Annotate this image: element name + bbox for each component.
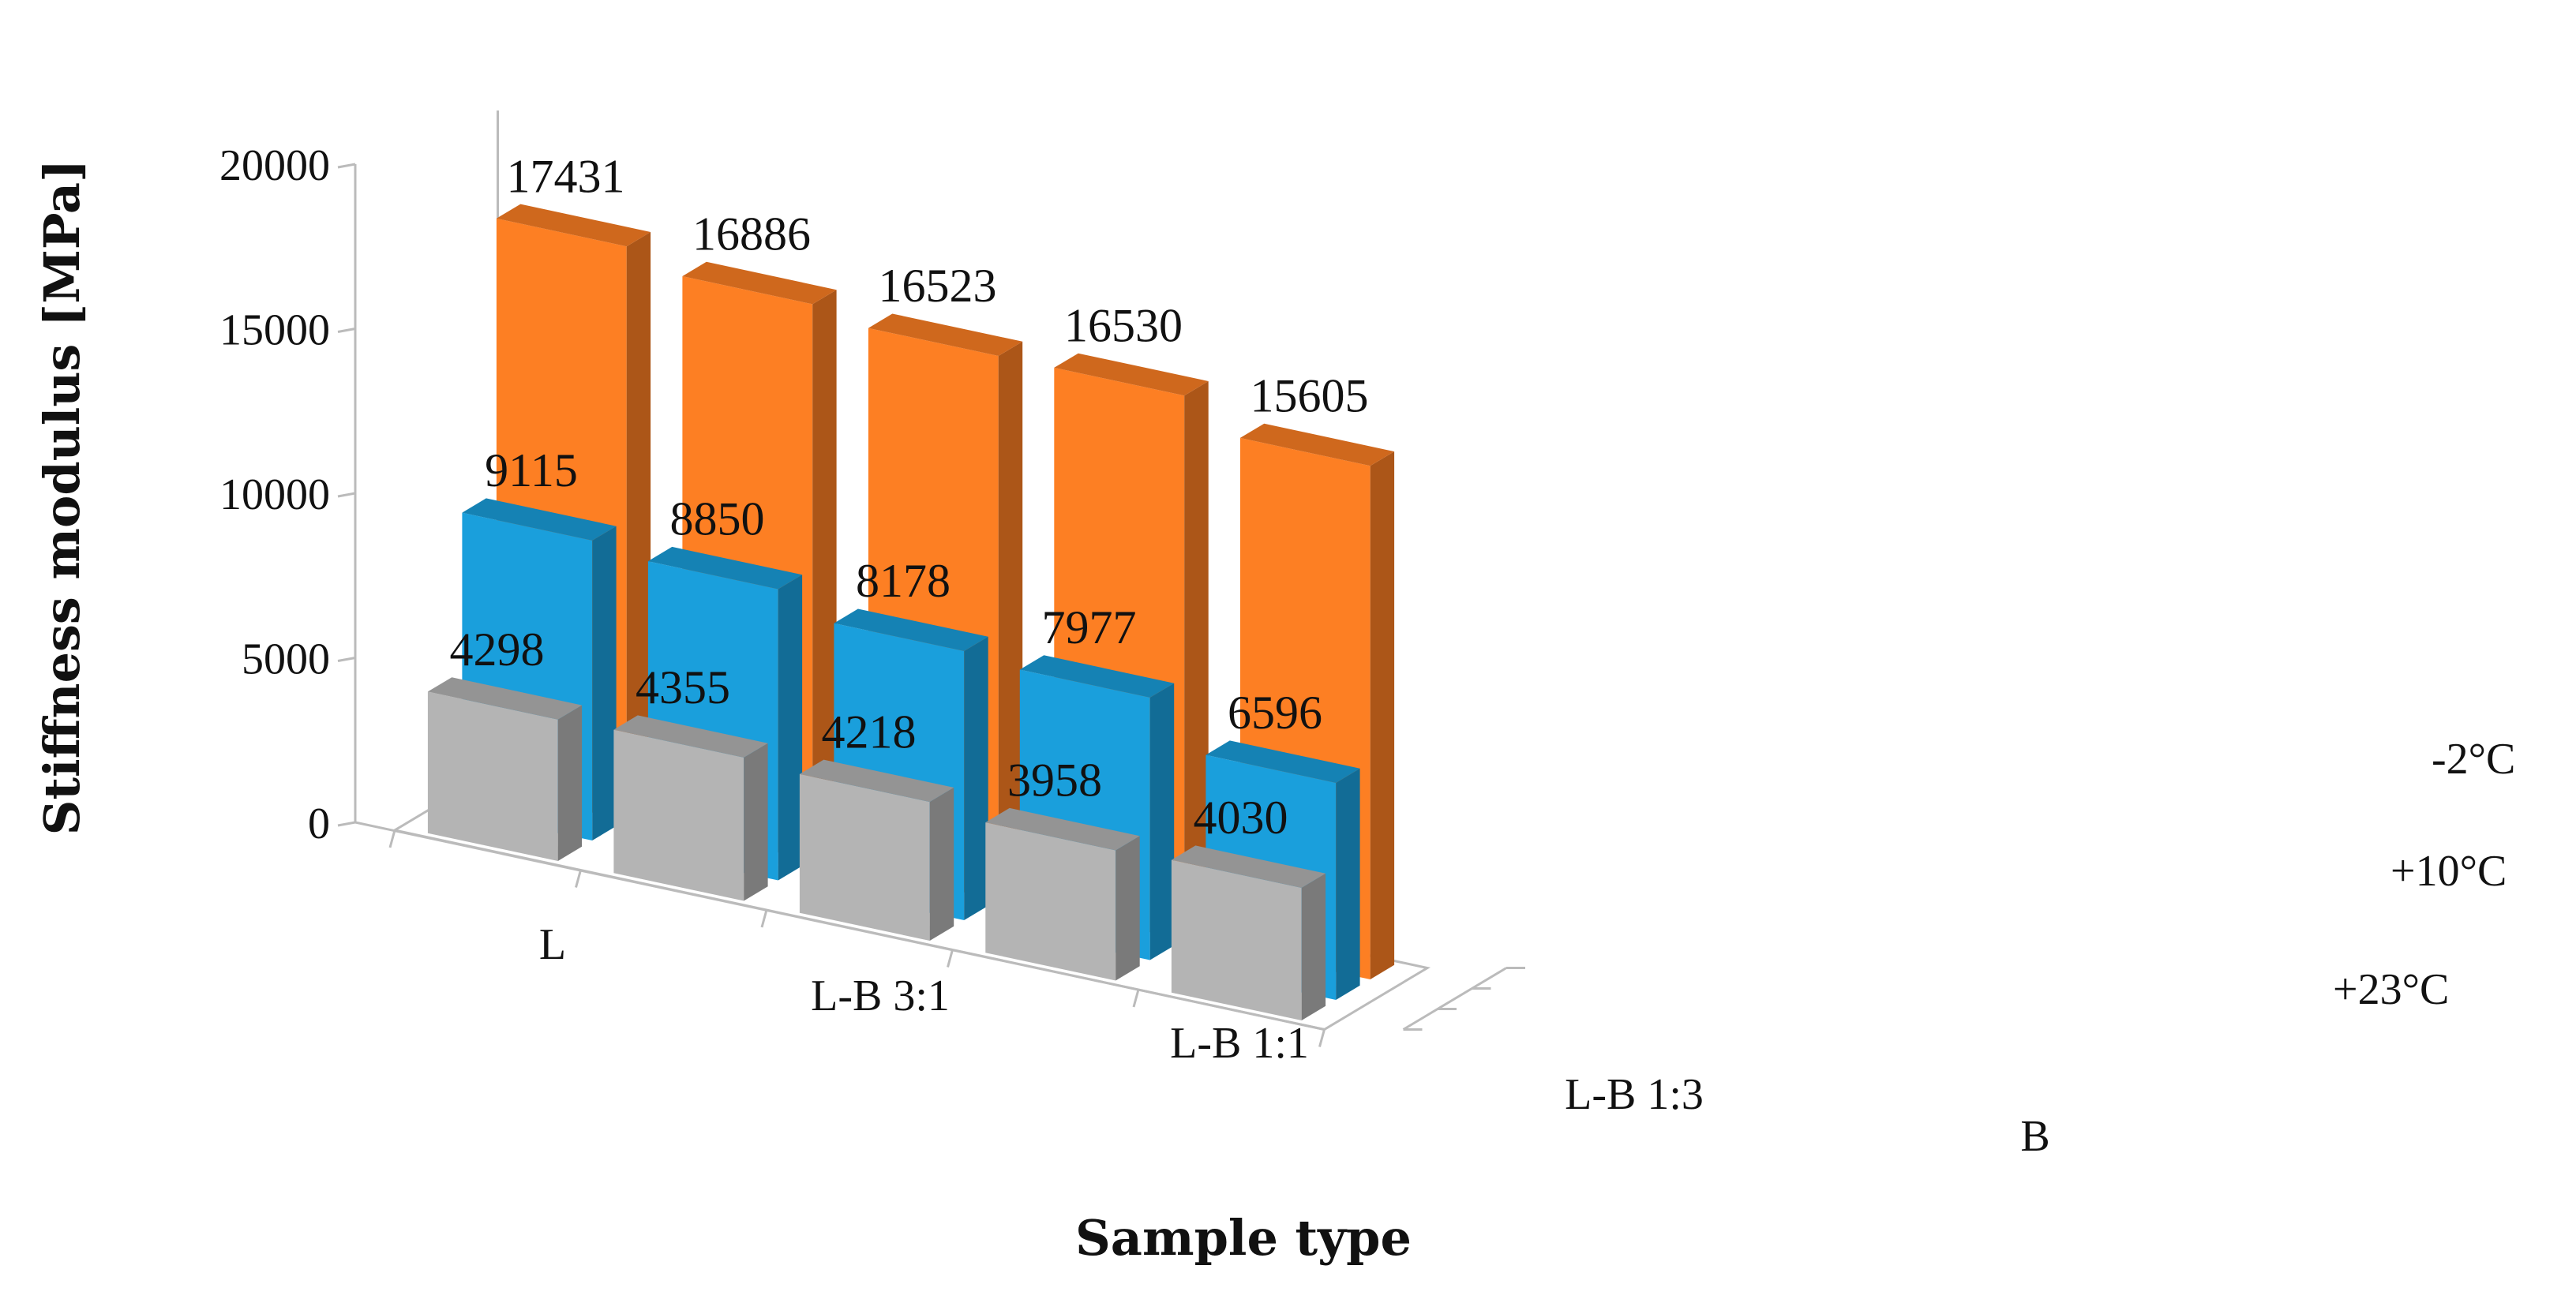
y-tick-label: 5000 — [242, 635, 330, 684]
bar-side-face — [812, 290, 837, 860]
bar-side-face — [1301, 873, 1326, 1020]
bar-side-face — [778, 575, 803, 881]
data-label: 16523 — [879, 260, 997, 312]
data-label: 4355 — [636, 661, 730, 713]
y-tick-label: 15000 — [219, 306, 330, 355]
bar-front-face — [427, 691, 558, 861]
bar-top-face — [1206, 740, 1360, 783]
x-tick-mark — [388, 829, 396, 848]
bar-front-face — [1171, 859, 1302, 1020]
data-label: 16530 — [1064, 299, 1183, 351]
data-label: 8178 — [856, 555, 951, 607]
bar-side-face — [1370, 451, 1395, 979]
x-tick-label: L-B 1:3 — [1565, 1070, 1704, 1119]
bar-side-face — [1184, 381, 1209, 940]
data-label: 8850 — [670, 493, 765, 545]
data-label: 9115 — [485, 444, 578, 496]
y-tick-mark — [337, 657, 356, 662]
bar-top-face — [1239, 423, 1395, 466]
y-tick-mark — [337, 492, 356, 498]
x-tick-mark — [1132, 989, 1140, 1008]
bar-top-face — [1019, 655, 1175, 698]
bar-front-face — [799, 773, 930, 941]
x-tick-label: L-B 1:1 — [1170, 1019, 1309, 1068]
x-tick-mark — [760, 909, 768, 928]
bar-front-face — [613, 729, 744, 901]
bar-top-face — [613, 715, 768, 758]
data-label: 16886 — [692, 208, 811, 260]
data-label: 7977 — [1042, 601, 1137, 653]
y-axis-title: Stiffness modulus [MPa] — [33, 159, 91, 836]
bar-top-face — [799, 759, 954, 803]
x-axis-line — [354, 821, 1325, 1031]
bar — [427, 677, 583, 861]
data-label: 6596 — [1228, 687, 1322, 739]
bar-side-face — [592, 526, 617, 840]
bars-layer — [427, 204, 1395, 1020]
data-label: 4218 — [822, 706, 917, 758]
x-tick-label: L — [539, 920, 566, 969]
series-label: +23°C — [2333, 965, 2449, 1014]
data-label: 17431 — [507, 150, 625, 202]
data-label: 4030 — [1194, 792, 1288, 844]
bar-top-face — [427, 677, 583, 720]
x-axis-title: Sample type — [1075, 1209, 1412, 1267]
y-tick-label: 20000 — [219, 141, 330, 190]
bar-top-face — [682, 261, 837, 305]
bar-front-face — [985, 822, 1116, 981]
y-tick-label: 0 — [308, 799, 330, 848]
bar-top-face — [1171, 845, 1326, 888]
bar-top-face — [496, 204, 651, 247]
data-label: 15605 — [1251, 370, 1369, 422]
x-tick-mark — [947, 949, 954, 968]
bar-side-face — [998, 341, 1023, 900]
y-tick-mark — [337, 821, 356, 827]
bar-top-face — [834, 608, 988, 651]
bar-side-face — [626, 232, 651, 820]
bar-top-face — [1054, 353, 1209, 396]
y-tick-mark — [337, 328, 356, 333]
bar-top-face — [647, 546, 803, 590]
x-tick-label: L-B 3:1 — [811, 971, 950, 1020]
x-tick-label: B — [2020, 1112, 2049, 1161]
bar — [985, 807, 1140, 981]
bar-top-face — [868, 313, 1023, 356]
bar — [1171, 845, 1326, 1020]
bar-top-face — [462, 498, 617, 541]
data-label: 3958 — [1007, 754, 1102, 807]
bar-side-face — [964, 636, 988, 920]
y-tick-mark — [337, 163, 356, 169]
bar — [799, 759, 954, 941]
x-tick-mark — [1318, 1029, 1325, 1047]
y-tick-label: 10000 — [219, 470, 330, 519]
series-label: -2°C — [2432, 735, 2515, 784]
bar-side-face — [744, 743, 768, 901]
bar-side-face — [557, 705, 583, 861]
series-label: +10°C — [2390, 847, 2507, 896]
bar-side-face — [929, 787, 954, 941]
bar — [613, 715, 768, 901]
bar-top-face — [985, 807, 1140, 851]
data-label: 4298 — [450, 623, 545, 676]
bar-side-face — [1116, 836, 1140, 981]
depth-axis-line — [1402, 967, 1507, 1031]
bar-side-face — [1336, 768, 1360, 1000]
bar-side-face — [1149, 683, 1175, 960]
labels-layer: 0 5000 10000 15000 20000 L L-B 3:1 L-B 1:1 L-B 1… — [219, 141, 2515, 1161]
x-tick-mark — [575, 870, 582, 888]
